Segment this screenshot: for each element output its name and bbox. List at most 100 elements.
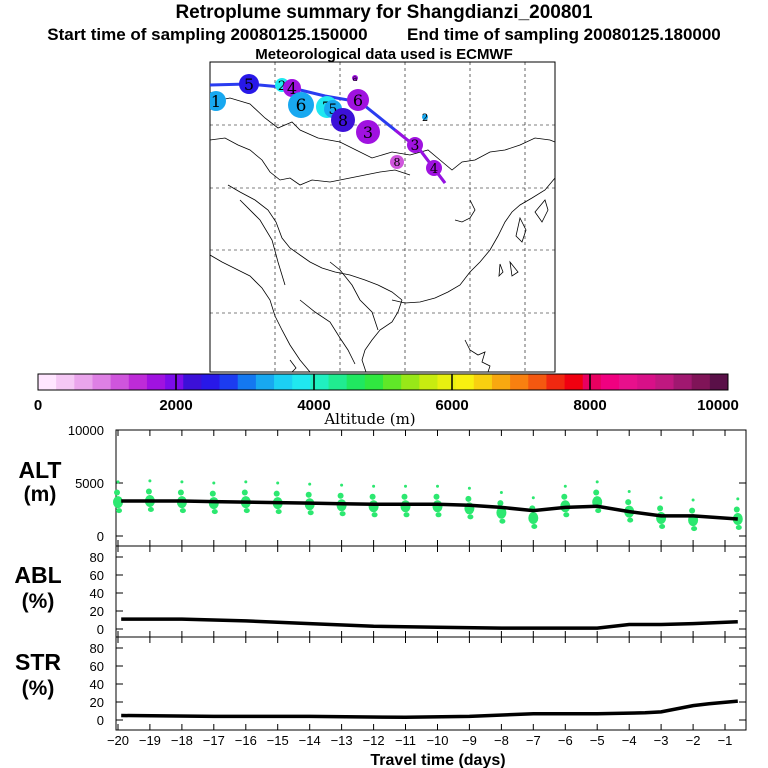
alt-yticks: 10000 5000 0 [68, 423, 104, 544]
map-cluster-marker [426, 160, 442, 176]
alt-ytick-5000: 5000 [75, 476, 104, 491]
time-series-panels: ALT (m) 10000 5000 0 ABL (%) 0 20 40 60 80 S… [14, 423, 747, 768]
alt-cluster-dot [116, 480, 120, 484]
map-cluster-9: a [352, 74, 358, 83]
x-axis-label: Travel time (days) [370, 752, 505, 768]
map-cluster-label: 3 [411, 138, 420, 154]
x-tick-label: −11 [395, 733, 416, 748]
colorbar-cell [346, 374, 366, 390]
str-yticks: 0 20 40 60 80 [90, 641, 746, 728]
alt-cluster-dot [404, 484, 407, 488]
alt-cluster-dot [627, 517, 634, 523]
alt-cluster-dot [368, 500, 379, 513]
map-cluster-marker [407, 137, 423, 153]
alt-cluster-dot [212, 481, 216, 485]
colorbar-tick-4000: 4000 [297, 397, 330, 414]
abl-ytick-label: 80 [90, 550, 104, 565]
colorbar-cell [419, 374, 438, 390]
alt-cluster-dot [496, 506, 507, 519]
colorbar-cell [274, 374, 293, 390]
alt-cluster-dot [305, 491, 312, 498]
colorbar-cell [437, 374, 457, 390]
alt-cluster-dot [308, 482, 312, 486]
abl-ytick-label: 40 [90, 586, 104, 601]
alt-ytick-10000: 10000 [68, 423, 104, 438]
alt-cluster-dot [561, 493, 568, 500]
colorbar-cell [255, 374, 275, 390]
map-cluster-4: 4 [283, 79, 301, 98]
colorbar-cell [510, 374, 529, 390]
colorbar-cell [528, 374, 547, 390]
map-cluster-label: 3 [363, 123, 373, 142]
trajectory-map: 1 5 2 4 6 7 5 6 a 8 3 2 3 8 4 [209, 61, 556, 373]
colorbar-cell [183, 374, 202, 390]
alt-cluster-dot [625, 499, 632, 506]
alt-cluster-dot [369, 493, 376, 500]
map-cluster-marker [390, 155, 404, 169]
abl-ytick-label: 20 [90, 604, 104, 619]
colorbar-frame [37, 373, 729, 391]
panels-frame [115, 429, 747, 731]
colorbar-title: Altitude (m) [323, 410, 415, 428]
abl-ytick-label: 60 [90, 568, 104, 583]
alt-cluster-dot [241, 489, 248, 496]
str-ylabel-name: STR [15, 649, 61, 675]
colorbar-cell [383, 374, 402, 390]
x-tick-label: −16 [235, 733, 257, 748]
colorbar-cell [546, 374, 565, 390]
alt-cluster-dot [371, 512, 378, 518]
map-cluster-label: 6 [296, 96, 307, 116]
alt-cluster-dot [691, 498, 695, 502]
alt-cluster-dot [497, 500, 504, 507]
alt-cluster-dot [339, 511, 346, 517]
map-cluster-2: 5 [239, 74, 259, 94]
colorbar-cell [691, 374, 711, 390]
map-cluster-label: 6 [353, 91, 363, 110]
alt-cluster-dot [528, 512, 539, 524]
str-panel: STR (%) 0 20 40 60 80 [15, 641, 746, 728]
map-cluster-marker [239, 74, 259, 94]
alt-ylabel-unit: (m) [24, 483, 57, 506]
map-cluster-12: 2 [422, 113, 428, 124]
alt-cluster-dot [657, 505, 664, 512]
alt-ytick-marks [116, 429, 746, 537]
colorbar-tick-10000: 10000 [697, 397, 739, 414]
colorbar-cell [600, 374, 620, 390]
alt-cluster-dot [209, 490, 216, 497]
alt-cluster-dot [531, 524, 538, 529]
sampling-times: Start time of sampling 20080125.150000 E… [0, 25, 768, 45]
alt-cluster-dot [627, 490, 631, 493]
alt-cluster-dot [689, 507, 696, 514]
map-cluster-label: 2 [278, 79, 286, 94]
map-cluster-marker [422, 114, 428, 120]
abl-panel: ABL (%) 0 20 40 60 80 [14, 550, 746, 637]
chart-title: Retroplume summary for Shangdianzi_20080… [175, 2, 593, 23]
alt-ytick-0: 0 [97, 529, 104, 544]
alt-cluster-dot [659, 524, 666, 529]
alt-cluster-dot [180, 480, 184, 484]
alt-cluster-dot [467, 514, 474, 520]
x-axis-ticks: −20 −19 −18 −17 −16 −15 −14 −13 −12 −11 −10 −9 −8 −7 −… [107, 430, 732, 748]
colorbar-cell [637, 374, 656, 390]
x-tick-label: −17 [203, 733, 225, 748]
colorbar-cell [201, 374, 220, 390]
map-cluster-marker [288, 92, 314, 118]
colorbar-cell [92, 374, 112, 390]
alt-cluster-dot [211, 509, 218, 515]
colorbar-cell [564, 374, 584, 390]
str-line [121, 699, 738, 720]
map-cluster-marker [331, 108, 355, 132]
colorbar-cell [237, 374, 257, 390]
alt-cluster-dot [307, 510, 314, 516]
map-cluster-14: 8 [390, 155, 404, 169]
abl-yticks: 0 20 40 60 80 [90, 550, 746, 637]
met-data-label: Meteorological data used is ECMWF [255, 46, 513, 63]
x-tick-label: −5 [590, 733, 605, 748]
x-tick-label: −9 [462, 733, 477, 748]
alt-cluster-dot [531, 496, 535, 500]
x-tick-label: −20 [107, 733, 129, 748]
map-cluster-marker [210, 91, 226, 111]
map-cluster-marker [283, 79, 301, 97]
colorbar-tick-8000: 8000 [573, 397, 606, 414]
